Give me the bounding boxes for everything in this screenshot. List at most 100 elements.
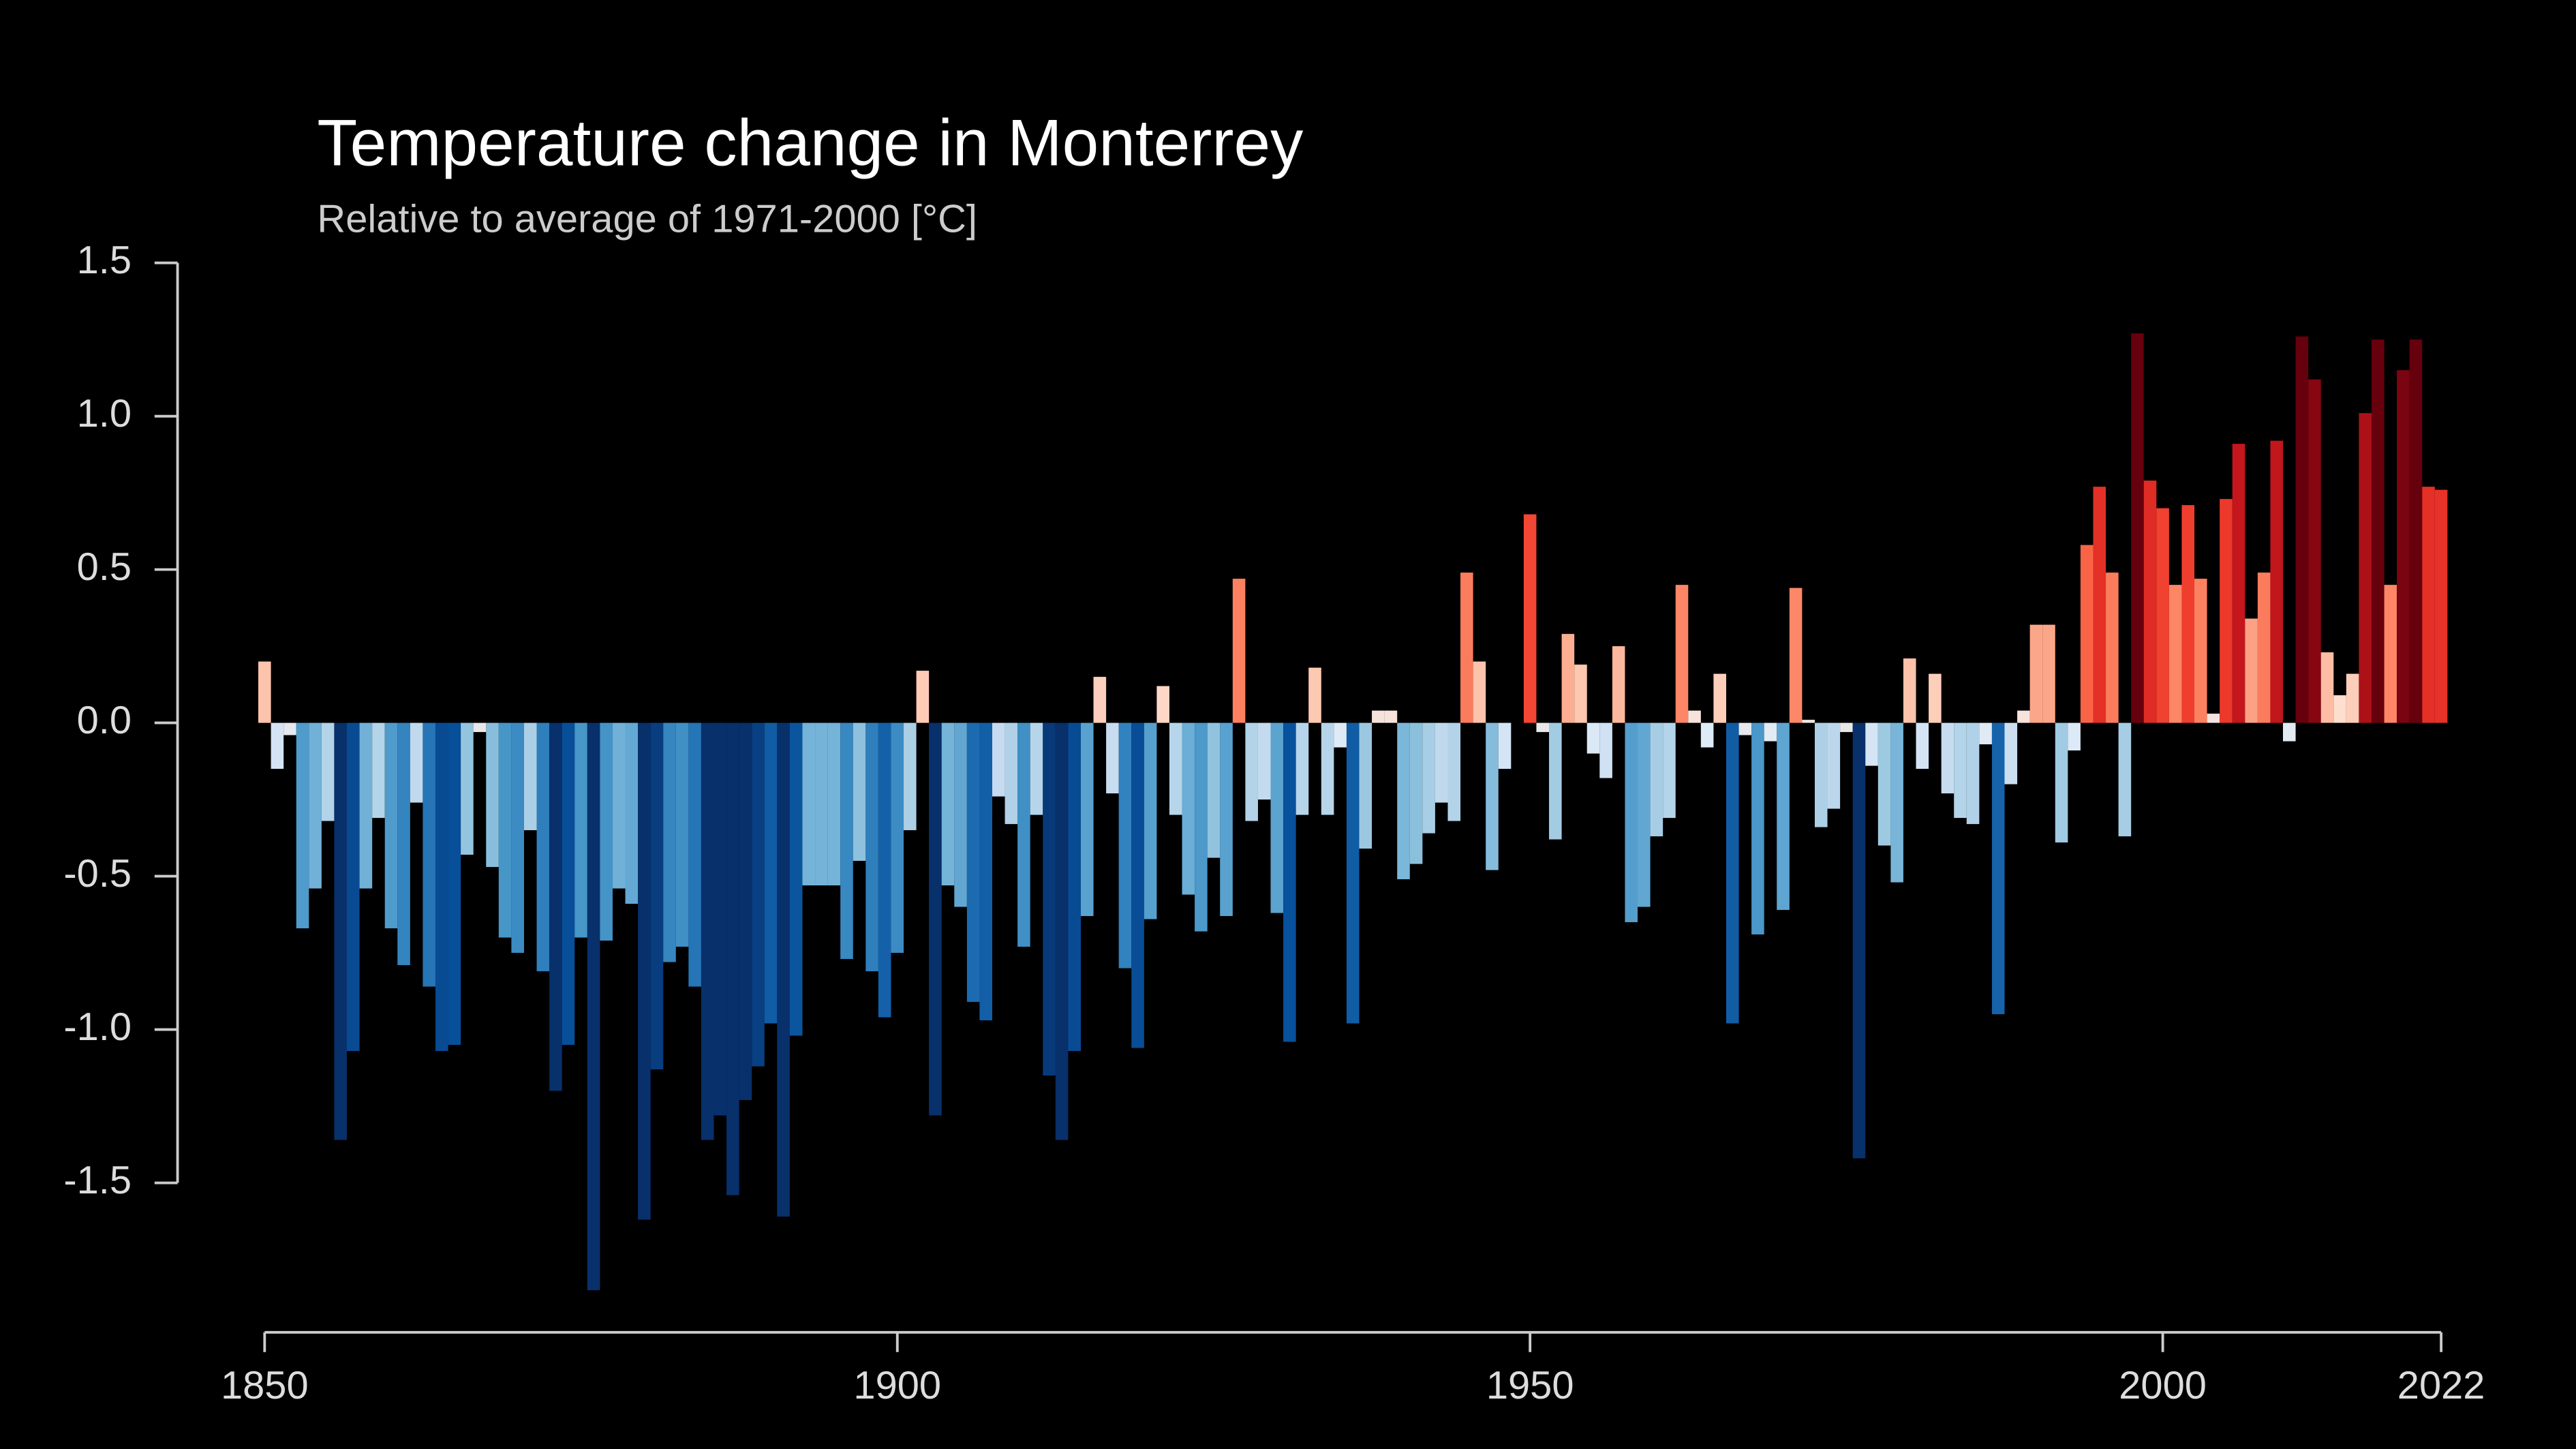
bar <box>2434 489 2448 723</box>
bar <box>423 722 435 987</box>
bar <box>2371 339 2385 723</box>
bar <box>562 722 575 1046</box>
bar <box>1169 722 1182 815</box>
bar <box>372 722 385 819</box>
y-tick-label: 0.0 <box>77 699 132 742</box>
bar <box>827 722 841 886</box>
bar <box>840 722 853 960</box>
bar <box>815 722 828 886</box>
bar <box>764 722 778 1024</box>
bar <box>2143 481 2157 723</box>
bar <box>1257 722 1271 800</box>
bar <box>2055 722 2068 843</box>
bar <box>1409 722 1423 864</box>
x-tick-label: 1950 <box>1486 1364 1574 1407</box>
bar <box>1991 722 2005 1015</box>
bar <box>1182 722 1195 895</box>
y-tick-label: -1.5 <box>63 1159 132 1202</box>
bar <box>2017 710 2030 723</box>
bar <box>714 722 727 1116</box>
bar <box>853 722 866 861</box>
bar <box>802 722 816 886</box>
bar <box>1638 722 1651 907</box>
bar <box>536 722 550 972</box>
bar <box>2042 624 2055 723</box>
bar <box>1321 722 1334 815</box>
bar <box>2333 695 2346 723</box>
bar <box>1713 673 1726 723</box>
bar <box>1359 722 1373 849</box>
bar <box>1384 710 1398 723</box>
bar <box>2359 413 2372 723</box>
bar <box>929 722 942 1116</box>
bar <box>1979 722 1992 745</box>
bar <box>1865 722 1878 766</box>
bar <box>1422 722 1435 834</box>
bar <box>397 722 410 966</box>
bar <box>1612 646 1625 723</box>
bar <box>258 661 271 723</box>
bar <box>448 722 461 1046</box>
bar <box>574 722 587 938</box>
bar <box>1751 722 1764 935</box>
bar <box>271 722 284 769</box>
bar <box>2422 487 2435 723</box>
chart-subtitle: Relative to average of 1971-2000 [°C] <box>317 198 977 241</box>
bar <box>1093 677 1107 723</box>
bar <box>523 722 537 831</box>
bar <box>891 722 904 954</box>
bar <box>1245 722 1258 821</box>
bar <box>777 722 790 1217</box>
bar <box>410 722 423 803</box>
bar <box>1118 722 1132 968</box>
bar <box>904 722 917 831</box>
bar <box>2194 579 2207 723</box>
bar <box>1270 722 1284 913</box>
bar <box>638 722 651 1220</box>
bar <box>688 722 701 987</box>
bar <box>1473 661 1486 723</box>
bar <box>2295 336 2309 723</box>
bar <box>309 722 322 889</box>
bar <box>2270 440 2284 723</box>
bar <box>1232 579 1246 723</box>
bar <box>1852 722 1866 1159</box>
bar <box>2168 585 2182 723</box>
bar <box>384 722 398 929</box>
bar <box>2029 624 2043 723</box>
bar <box>2118 722 2132 837</box>
bar <box>2384 585 2397 723</box>
bar <box>1498 722 1512 769</box>
bar <box>549 722 562 1091</box>
bar <box>296 722 309 929</box>
bar <box>1068 722 1081 1052</box>
bar <box>1131 722 1144 1048</box>
bar <box>1840 722 1853 733</box>
bar <box>992 722 1005 797</box>
bar <box>2093 487 2106 723</box>
bar <box>966 722 980 1003</box>
bar <box>2320 652 2334 723</box>
bar <box>511 722 524 954</box>
bar <box>1890 722 1903 883</box>
bar <box>473 722 487 733</box>
bar <box>1144 722 1157 919</box>
bar <box>1941 722 1954 794</box>
bar <box>1561 634 1575 723</box>
bar <box>2080 545 2094 723</box>
bar <box>2409 339 2423 723</box>
bar <box>1877 722 1891 846</box>
bar <box>1030 722 1043 815</box>
bar <box>1346 722 1360 1024</box>
bar <box>1966 722 1980 825</box>
bar <box>2397 370 2410 723</box>
bar <box>612 722 626 889</box>
bar <box>1536 722 1550 733</box>
bar <box>1220 722 1233 917</box>
bar <box>2257 573 2271 723</box>
bar <box>2346 673 2359 723</box>
bar <box>2131 333 2144 723</box>
bar <box>1764 722 1777 742</box>
